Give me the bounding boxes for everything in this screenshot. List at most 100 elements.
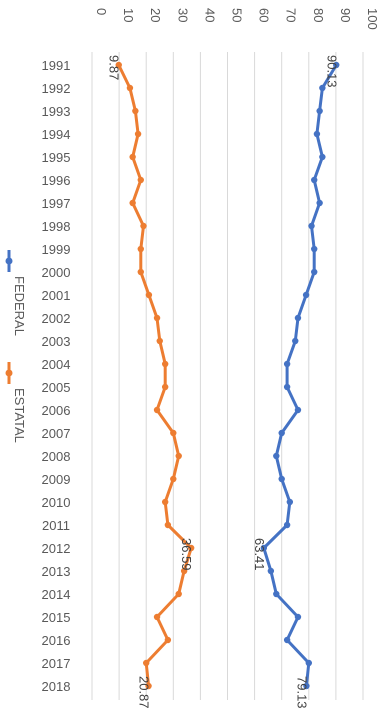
value-tick-label: 60: [257, 8, 272, 22]
legend-label: FEDERAL: [12, 276, 27, 336]
category-tick-label: 1999: [42, 242, 71, 257]
data-point-estatal: [138, 177, 144, 183]
data-point-estatal: [162, 499, 168, 505]
category-tick-label: 2016: [42, 633, 71, 648]
data-point-estatal: [127, 85, 133, 91]
data-point-estatal: [138, 269, 144, 275]
legend-swatch-marker: [6, 370, 13, 377]
data-point-estatal: [138, 246, 144, 252]
data-point-estatal: [129, 200, 135, 206]
data-point-estatal: [135, 131, 141, 137]
category-tick-label: 1997: [42, 196, 71, 211]
category-tick-label: 2014: [42, 587, 71, 602]
category-tick-label: 2012: [42, 541, 71, 556]
data-point-federal: [295, 407, 301, 413]
data-point-federal: [319, 154, 325, 160]
value-tick-label: 100: [365, 8, 379, 30]
data-point-federal: [311, 269, 317, 275]
data-label: 9.87: [107, 55, 122, 80]
value-tick-label: 90: [338, 8, 353, 22]
category-tick-label: 2009: [42, 472, 71, 487]
category-axis-ticks: 1991 1992 1993 1994 1995 1996 1997 1998 1999 2000…: [42, 58, 71, 694]
category-tick-label: 2001: [42, 288, 71, 303]
category-tick-label: 2015: [42, 610, 71, 625]
data-labels: 90.13 63.41 79.13 9.87 36.59 20.87: [107, 55, 340, 709]
data-point-estatal: [154, 407, 160, 413]
value-tick-label: 0: [94, 8, 109, 15]
data-point-federal: [273, 591, 279, 597]
data-point-federal: [279, 476, 285, 482]
data-label: 36.59: [179, 538, 194, 571]
legend-swatch-marker: [6, 258, 13, 265]
data-point-estatal: [143, 660, 149, 666]
data-point-estatal: [157, 338, 163, 344]
data-point-estatal: [140, 223, 146, 229]
data-point-federal: [303, 292, 309, 298]
category-tick-label: 1992: [42, 81, 71, 96]
value-tick-label: 10: [121, 8, 136, 22]
data-point-estatal: [165, 637, 171, 643]
category-tick-label: 2011: [42, 518, 70, 533]
category-tick-label: 2018: [42, 679, 71, 694]
category-tick-label: 2008: [42, 449, 71, 464]
category-tick-label: 2007: [42, 426, 71, 441]
category-tick-label: 1998: [42, 219, 71, 234]
category-tick-label: 1996: [42, 173, 71, 188]
data-point-federal: [279, 430, 285, 436]
data-point-federal: [316, 108, 322, 114]
data-point-estatal: [162, 361, 168, 367]
data-point-federal: [273, 453, 279, 459]
category-tick-label: 2013: [42, 564, 71, 579]
data-point-estatal: [132, 108, 138, 114]
data-point-estatal: [154, 614, 160, 620]
value-tick-label: 70: [284, 8, 299, 22]
category-tick-label: 1991: [42, 58, 71, 73]
value-tick-label: 20: [148, 8, 163, 22]
data-point-federal: [268, 568, 274, 574]
category-tick-label: 1995: [42, 150, 71, 165]
value-tick-label: 50: [230, 8, 245, 22]
category-tick-label: 1993: [42, 104, 71, 119]
legend-label: ESTATAL: [12, 388, 27, 443]
data-label: 90.13: [324, 55, 339, 88]
data-label: 20.87: [137, 676, 152, 709]
category-tick-label: 2010: [42, 495, 71, 510]
value-axis-ticks: 0 10 20 30 40 50 60 70 80 90 100: [94, 8, 379, 30]
category-tick-label: 1994: [42, 127, 71, 142]
data-point-federal: [287, 499, 293, 505]
value-tick-label: 80: [311, 8, 326, 22]
data-point-federal: [284, 361, 290, 367]
data-point-estatal: [176, 591, 182, 597]
data-point-federal: [306, 660, 312, 666]
category-tick-label: 2005: [42, 380, 71, 395]
data-point-federal: [316, 200, 322, 206]
legend: FEDERAL ESTATAL: [6, 250, 28, 443]
data-point-estatal: [162, 384, 168, 390]
data-point-federal: [308, 223, 314, 229]
data-point-estatal: [170, 430, 176, 436]
value-tick-label: 30: [175, 8, 190, 22]
data-point-federal: [314, 131, 320, 137]
category-tick-label: 2006: [42, 403, 71, 418]
category-tick-label: 2004: [42, 357, 71, 372]
data-point-federal: [311, 177, 317, 183]
category-tick-label: 2002: [42, 311, 71, 326]
data-label: 63.41: [252, 538, 267, 571]
data-point-federal: [292, 338, 298, 344]
data-point-federal: [295, 614, 301, 620]
data-point-federal: [311, 246, 317, 252]
data-label: 79.13: [294, 676, 309, 709]
data-point-estatal: [154, 315, 160, 321]
data-point-estatal: [129, 154, 135, 160]
data-point-estatal: [170, 476, 176, 482]
category-tick-label: 2017: [42, 656, 71, 671]
data-point-federal: [284, 384, 290, 390]
category-tick-label: 2000: [42, 265, 71, 280]
data-point-federal: [284, 522, 290, 528]
data-point-estatal: [165, 522, 171, 528]
data-point-federal: [295, 315, 301, 321]
data-point-estatal: [176, 453, 182, 459]
category-tick-label: 2003: [42, 334, 71, 349]
data-point-estatal: [146, 292, 152, 298]
